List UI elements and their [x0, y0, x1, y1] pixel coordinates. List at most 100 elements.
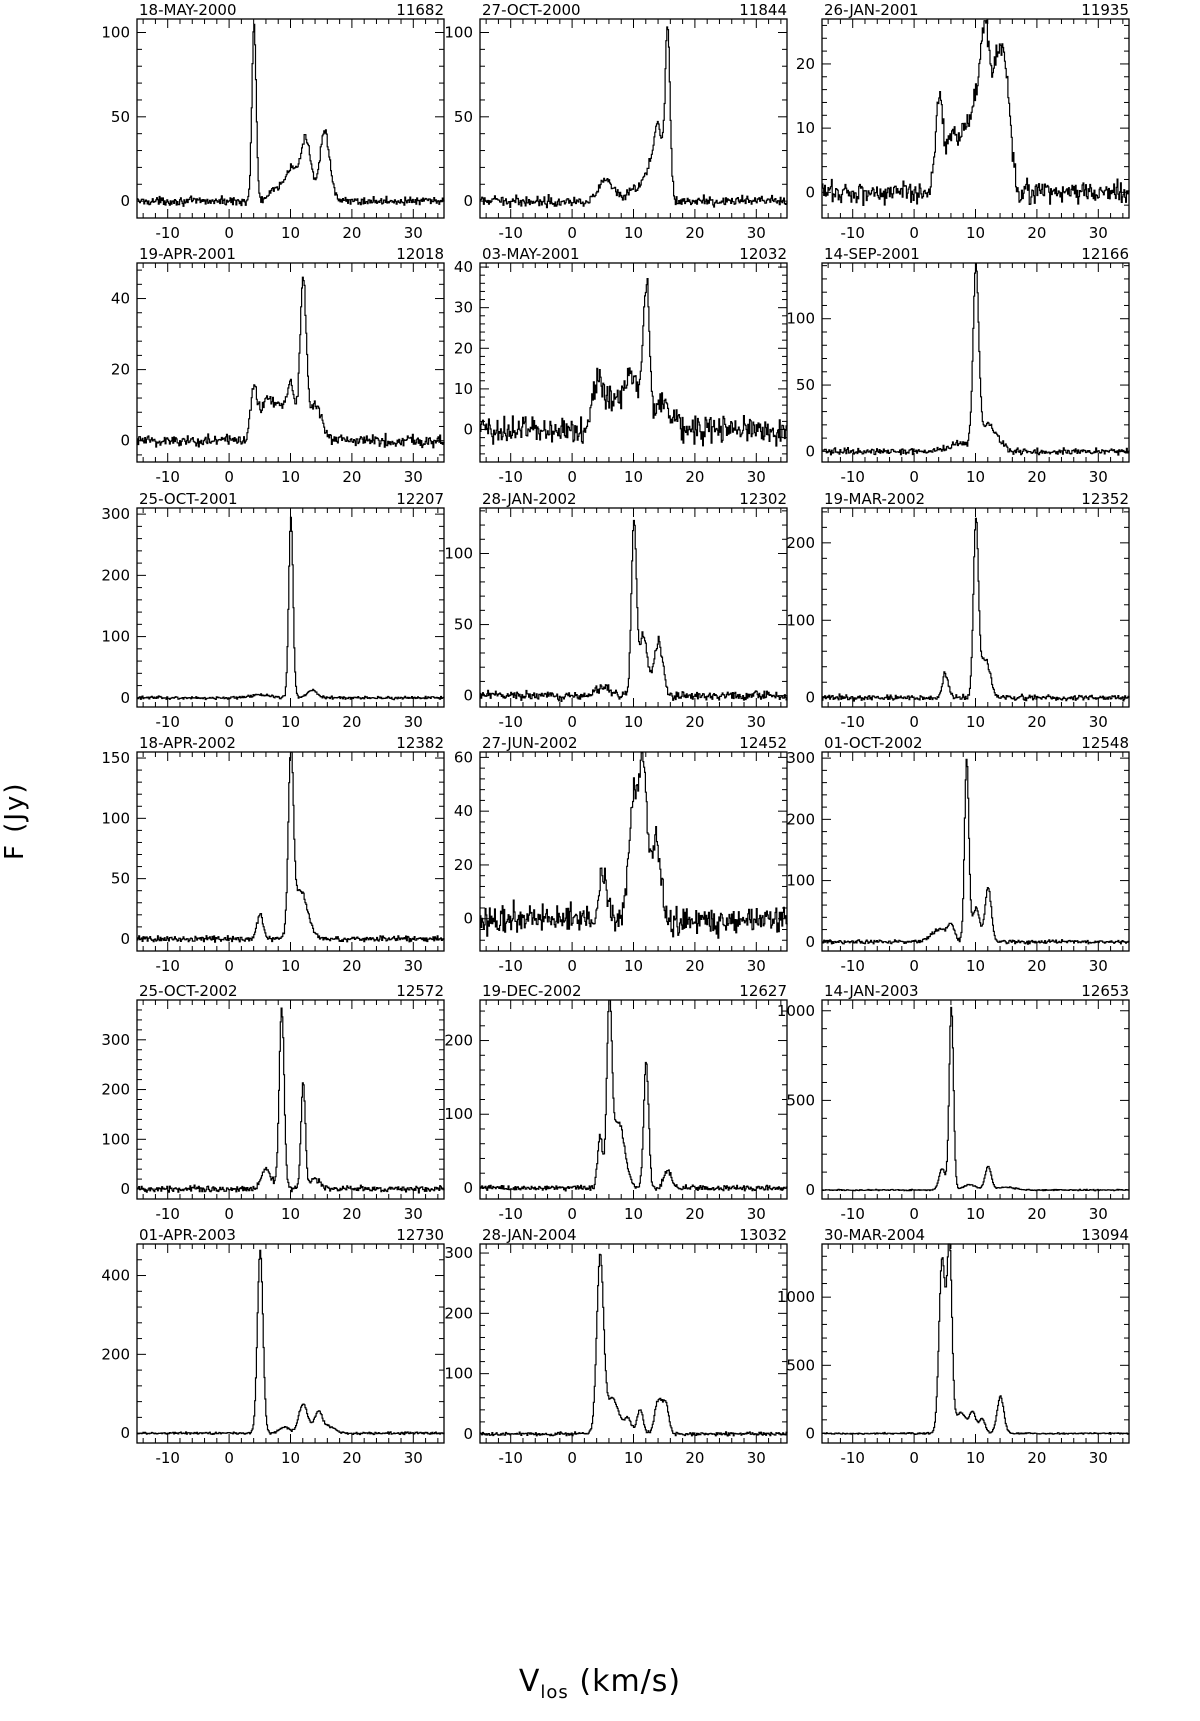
x-tick-label: -10: [840, 713, 865, 731]
y-tick-label: 200: [101, 566, 130, 584]
panel-date: 26-JAN-2001: [824, 1, 919, 19]
spectrum-line: [137, 1007, 445, 1194]
y-tick-label: 0: [805, 933, 815, 951]
spectrum-line: [137, 276, 445, 449]
x-tick-label: 30: [404, 468, 423, 486]
x-tick-label: -10: [840, 1205, 865, 1223]
spectrum-line: [137, 23, 445, 207]
x-tick-label: 10: [966, 713, 985, 731]
y-tick-label: 50: [454, 616, 473, 634]
x-tick-label: 0: [224, 957, 234, 975]
spectrum-line: [137, 1249, 445, 1436]
panel-frame: [479, 507, 788, 708]
y-tick-label: 0: [463, 687, 473, 705]
x-tick-label: 20: [685, 468, 704, 486]
x-tick-label: 10: [966, 224, 985, 242]
y-tick-label: 100: [786, 611, 815, 629]
x-tick-label: -10: [155, 957, 180, 975]
spectrum-line: [480, 999, 788, 1192]
y-tick-label: 0: [805, 1181, 815, 1199]
panel-id: 12653: [1081, 982, 1129, 1000]
y-tick-label: 200: [786, 810, 815, 828]
y-tick-label: 200: [101, 1081, 130, 1099]
panel-id: 12207: [396, 490, 444, 508]
spectrum-panel: 19-DEC-2002 12627 -10 0 10 20 30 0 100 200: [444, 982, 788, 1223]
x-tick-label: 20: [1027, 1449, 1046, 1467]
x-axis-label-subscript: los: [540, 1682, 569, 1703]
y-tick-label: 50: [454, 108, 473, 126]
x-tick-label: 20: [342, 713, 361, 731]
y-tick-label: 0: [120, 432, 130, 450]
y-tick-label: 100: [444, 1105, 473, 1123]
spectrum-panel: 18-MAY-2000 11682 -10 0 10 20 30 0 50 100: [101, 1, 445, 242]
spectrum-panel: 19-MAR-2002 12352 -10 0 10 20 30 0 100 200: [786, 490, 1130, 731]
panel-frame: [479, 1243, 788, 1444]
x-tick-label: 20: [1027, 468, 1046, 486]
y-tick-label: 100: [101, 809, 130, 827]
panel-date: 18-MAY-2000: [139, 1, 237, 19]
panel-frame: [136, 751, 445, 952]
y-tick-label: 60: [454, 748, 473, 766]
global-x-axis-label: Vlos (km/s): [0, 1664, 1200, 1703]
x-tick-label: -10: [840, 224, 865, 242]
x-tick-label: -10: [155, 468, 180, 486]
x-tick-label: -10: [155, 1205, 180, 1223]
panel-frame: [136, 999, 445, 1200]
x-tick-label: 0: [224, 1449, 234, 1467]
y-tick-label: 40: [111, 290, 130, 308]
panel-date: 25-OCT-2002: [139, 982, 238, 1000]
panel-id: 12548: [1081, 734, 1129, 752]
y-tick-label: 0: [805, 183, 815, 201]
panel-id: 12352: [1081, 490, 1129, 508]
y-tick-label: 40: [454, 258, 473, 276]
x-tick-label: 30: [404, 957, 423, 975]
panel-date: 27-OCT-2000: [482, 1, 581, 19]
x-tick-label: -10: [155, 713, 180, 731]
y-tick-label: 300: [786, 749, 815, 767]
panel-date: 19-DEC-2002: [482, 982, 582, 1000]
global-y-axis-label: F (Jy): [0, 781, 30, 860]
panel-date: 27-JUN-2002: [482, 734, 578, 752]
x-tick-label: 0: [567, 468, 577, 486]
panel-id: 11844: [739, 1, 787, 19]
y-tick-label: 20: [111, 361, 130, 379]
spectrum-line: [480, 1253, 788, 1437]
x-tick-label: 30: [1089, 224, 1108, 242]
x-tick-label: -10: [840, 1449, 865, 1467]
spectrum-line: [822, 1243, 1130, 1435]
x-tick-label: 20: [342, 1205, 361, 1223]
x-tick-label: 30: [747, 1205, 766, 1223]
x-tick-label: 20: [1027, 957, 1046, 975]
spectrum-line: [137, 516, 445, 701]
x-tick-label: 0: [567, 1449, 577, 1467]
y-tick-label: 10: [796, 119, 815, 137]
x-tick-label: 30: [1089, 957, 1108, 975]
x-tick-label: 10: [624, 957, 643, 975]
x-tick-label: 20: [1027, 713, 1046, 731]
y-tick-label: 300: [444, 1244, 473, 1262]
y-tick-label: 20: [454, 856, 473, 874]
x-tick-label: 10: [281, 468, 300, 486]
panel-date: 01-OCT-2002: [824, 734, 923, 752]
panel-frame: [821, 751, 1130, 952]
x-tick-label: 30: [1089, 713, 1108, 731]
x-tick-label: -10: [498, 1449, 523, 1467]
x-tick-label: 30: [1089, 1205, 1108, 1223]
x-tick-label: 30: [747, 1449, 766, 1467]
x-tick-label: 10: [624, 468, 643, 486]
x-axis-label-unit: (km/s): [568, 1664, 682, 1699]
y-tick-label: 0: [120, 689, 130, 707]
x-tick-label: 20: [685, 224, 704, 242]
spectrum-line: [480, 751, 788, 939]
x-tick-label: 0: [909, 1205, 919, 1223]
y-tick-label: 200: [101, 1345, 130, 1363]
x-tick-label: -10: [155, 1449, 180, 1467]
y-tick-label: 100: [444, 544, 473, 562]
panel-id: 12627: [739, 982, 787, 1000]
y-tick-label: 400: [101, 1267, 130, 1285]
x-tick-label: 0: [567, 957, 577, 975]
spectrum-line: [822, 1006, 1129, 1192]
